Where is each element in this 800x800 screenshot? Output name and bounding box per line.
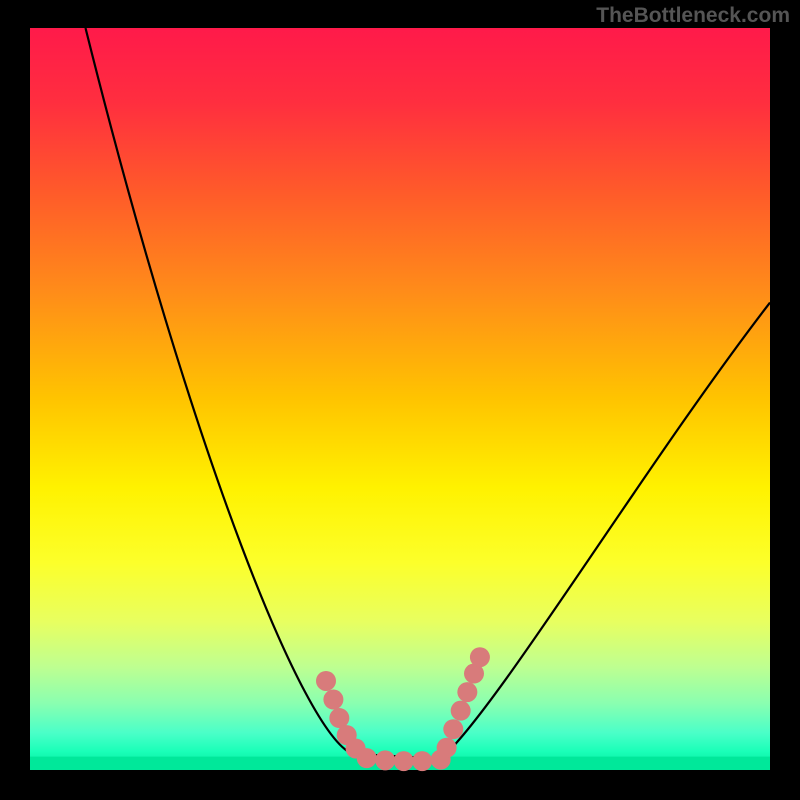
overlay-dot bbox=[329, 708, 349, 728]
overlay-dot bbox=[451, 701, 471, 721]
overlay-dot bbox=[457, 682, 477, 702]
overlay-dot bbox=[394, 751, 414, 771]
overlay-dot bbox=[357, 748, 377, 768]
overlay-dot bbox=[412, 751, 432, 771]
overlay-dot bbox=[323, 690, 343, 710]
bottleneck-chart bbox=[0, 0, 800, 800]
plot-area bbox=[30, 28, 770, 770]
overlay-dot bbox=[316, 671, 336, 691]
watermark-text: TheBottleneck.com bbox=[596, 4, 790, 28]
overlay-dot bbox=[443, 719, 463, 739]
overlay-dot bbox=[437, 738, 457, 758]
overlay-dot bbox=[375, 750, 395, 770]
overlay-dot bbox=[470, 647, 490, 667]
